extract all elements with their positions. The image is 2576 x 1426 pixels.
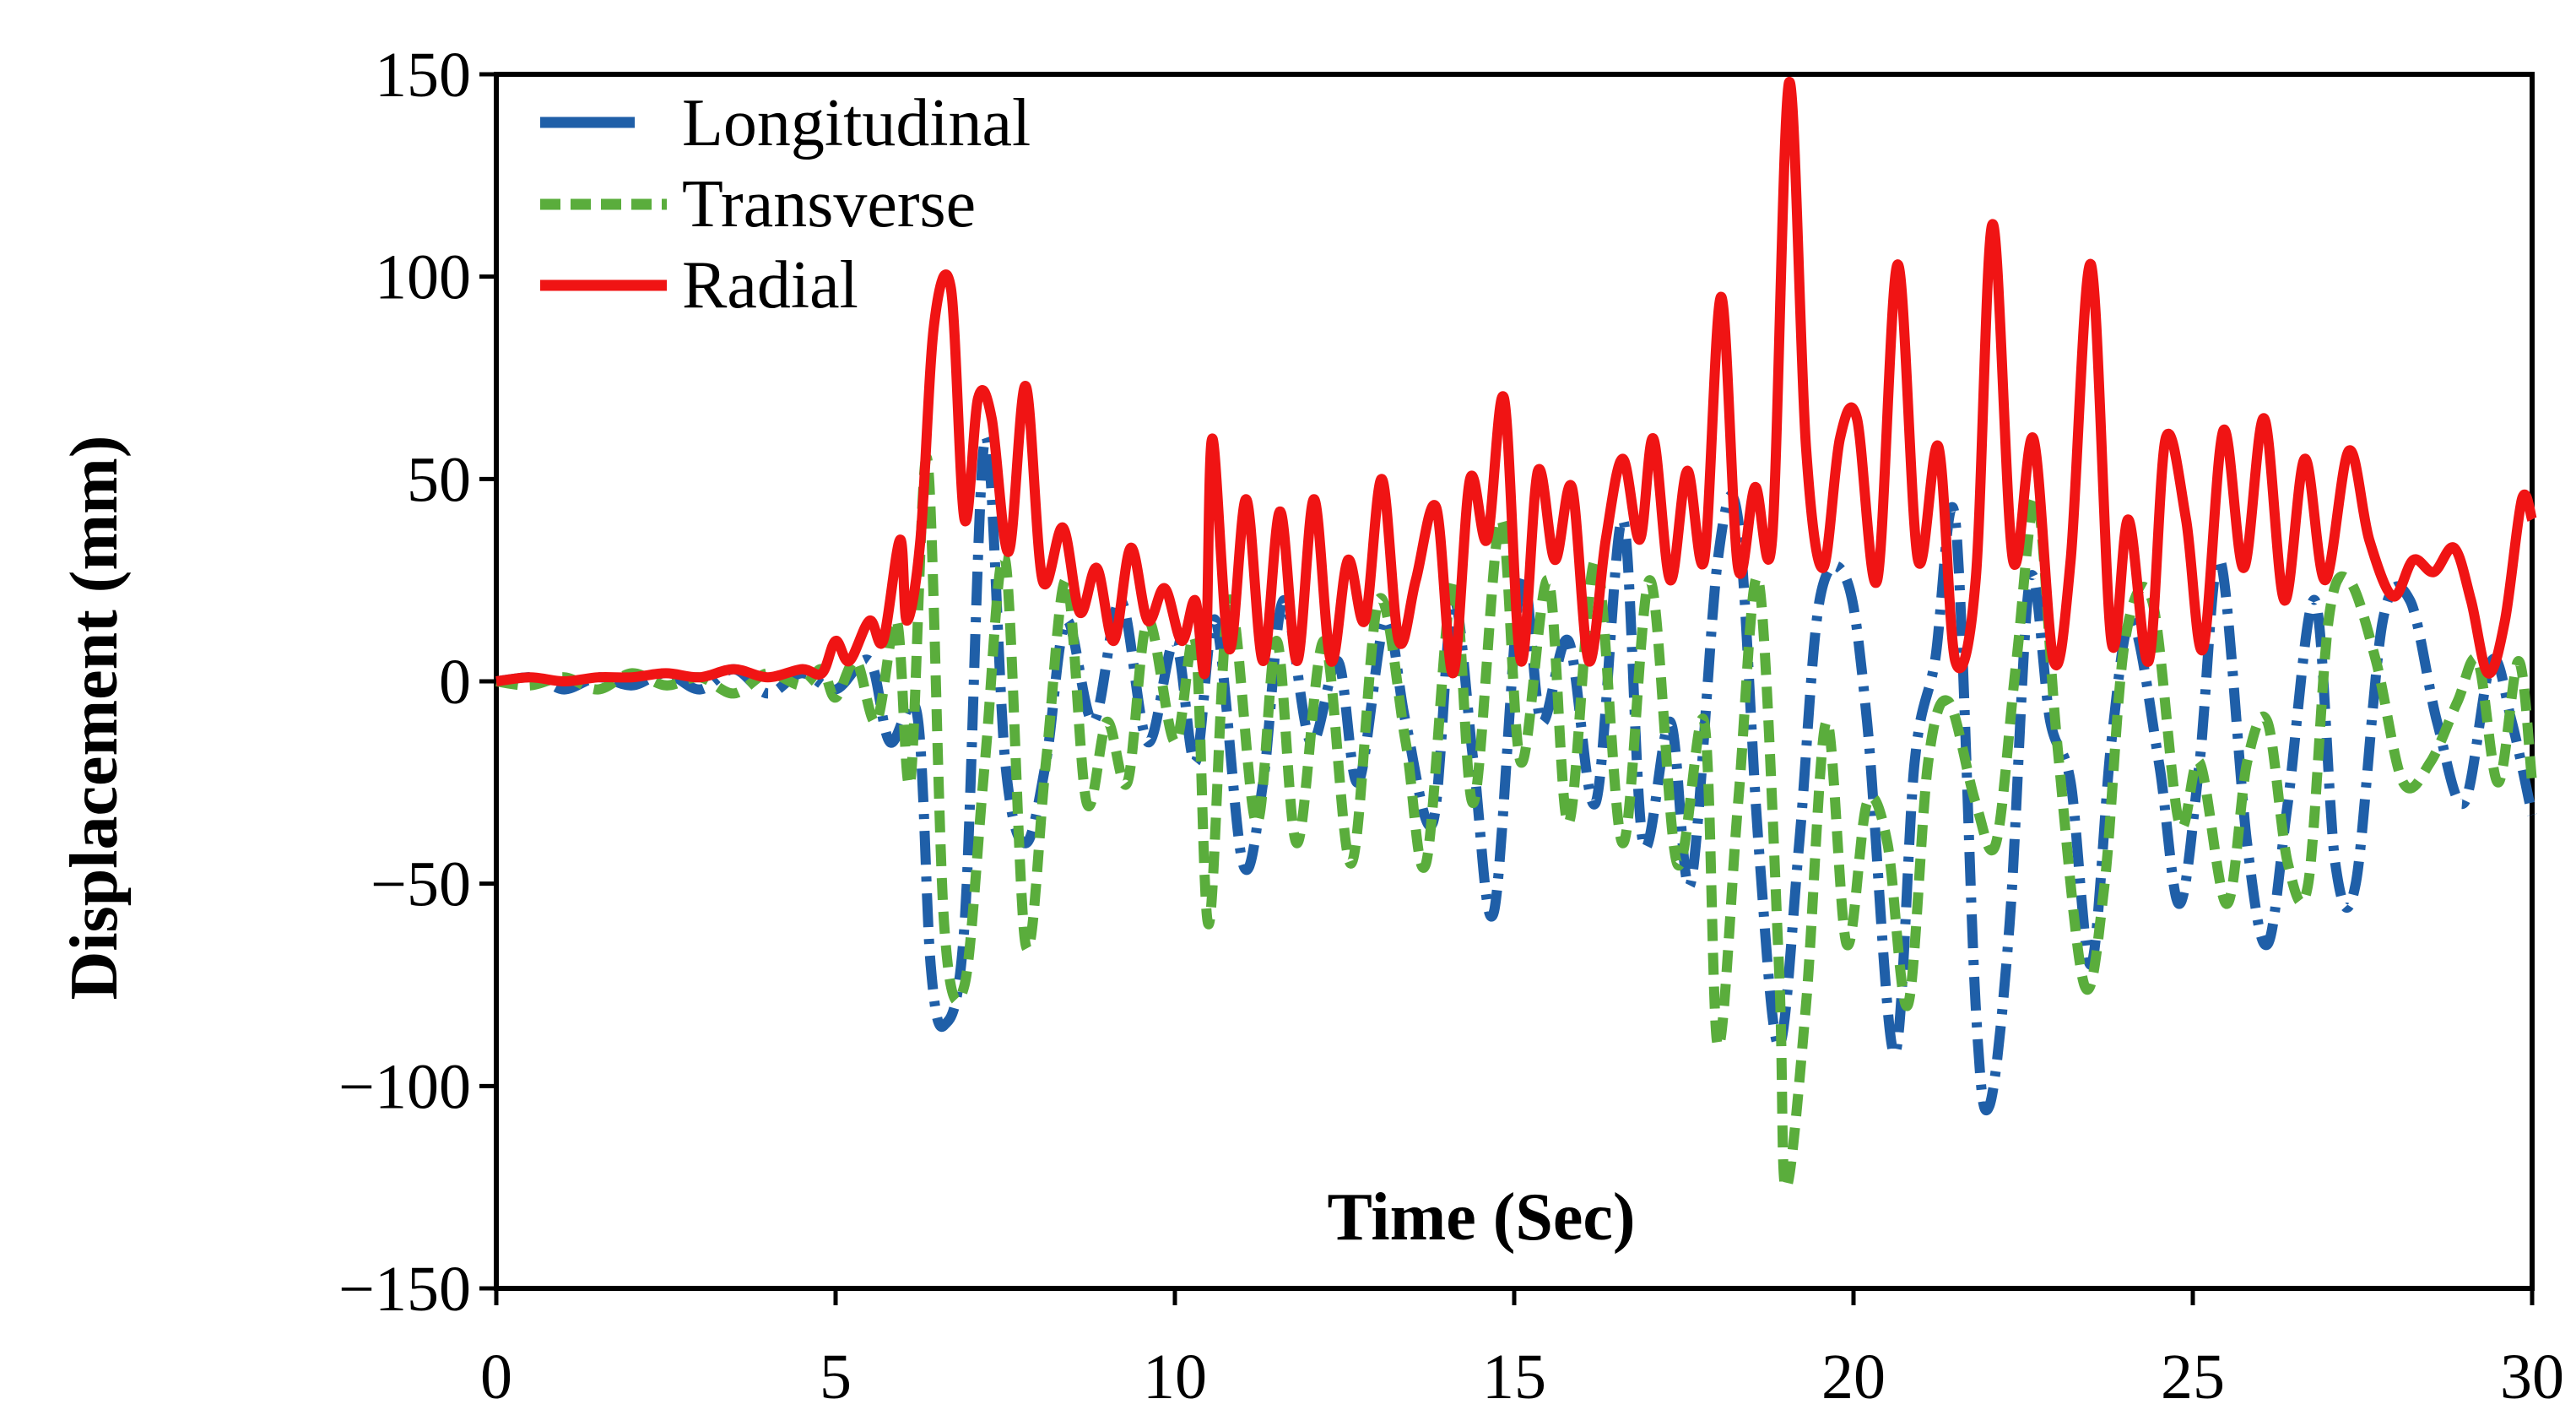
y-tick-label: 0: [439, 647, 471, 718]
legend: Longitudinal Transverse Radial: [540, 86, 1031, 323]
y-tick-label: 100: [375, 242, 471, 313]
y-tick-label: −100: [338, 1051, 471, 1122]
x-tick-label: 10: [1143, 1342, 1207, 1412]
x-tick-label: 20: [1821, 1342, 1886, 1412]
x-axis-title: Time (Sec): [1327, 1180, 1635, 1255]
x-tick-label: 25: [2161, 1342, 2225, 1412]
series-line-radial: [495, 77, 2537, 686]
y-tick-label: −150: [338, 1254, 471, 1325]
x-tick-label: 15: [1482, 1342, 1546, 1412]
x-tick-label: 30: [2500, 1342, 2564, 1412]
x-tick-label: 0: [480, 1342, 512, 1412]
series-line-longitudinal: [495, 431, 2537, 1115]
y-tick-label: 50: [407, 444, 471, 515]
y-tick-label: −50: [371, 849, 471, 920]
y-axis-title: Displacement (mm): [57, 436, 132, 1000]
series-layer: [495, 77, 2537, 1193]
legend-label-transverse: Transverse: [682, 167, 976, 241]
ticks-layer: 0 5 10 15 20 25 30 150 100 50 0 −50 −100 −150: [338, 40, 2564, 1412]
legend-label-longitudinal: Longitudinal: [682, 86, 1031, 160]
y-tick-label: 150: [375, 40, 471, 111]
legend-label-radial: Radial: [682, 248, 858, 323]
x-tick-label: 5: [820, 1342, 852, 1412]
